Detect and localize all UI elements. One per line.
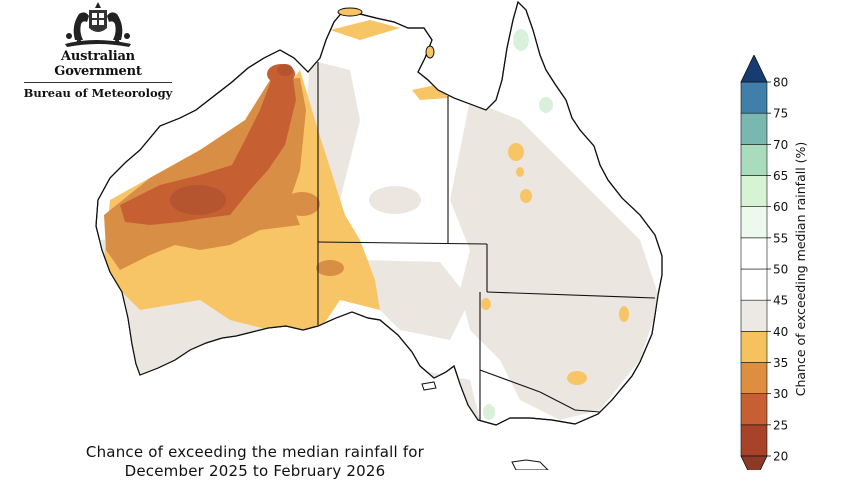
colorbar-segment-40-45 bbox=[740, 299, 768, 332]
colorbar-tick-label: 20 bbox=[773, 450, 788, 464]
kangaroo-island bbox=[421, 381, 437, 391]
colorbar-segment-20-25 bbox=[740, 424, 768, 457]
colorbar-tick-label: 55 bbox=[773, 231, 788, 245]
colorbar-tick-label: 65 bbox=[773, 169, 788, 183]
coat-of-arms-icon bbox=[65, 2, 131, 47]
colorbar-segments bbox=[740, 81, 768, 457]
colorbar-segment-50-55 bbox=[740, 237, 768, 270]
caption-line-2: December 2025 to February 2026 bbox=[124, 462, 386, 480]
colorbar-segment-65-70 bbox=[740, 144, 768, 176]
state-borders bbox=[317, 62, 656, 420]
government-name: Australian Government bbox=[54, 49, 142, 79]
government-logo: Australian Government Bureau of Meteorol… bbox=[18, 0, 178, 100]
tasmania-outline bbox=[511, 459, 549, 470]
caption-line-1: Chance of exceeding the median rainfall … bbox=[85, 443, 425, 461]
australia-rainfall-map bbox=[95, 0, 663, 470]
colorbar-tick-label: 45 bbox=[773, 294, 788, 308]
colorbar-segment-60-65 bbox=[740, 175, 768, 207]
colorbar-ticks: 20 25 30 35 40 45 50 55 60 65 70 75 80 bbox=[767, 76, 788, 464]
colorbar-segment-35-40 bbox=[740, 331, 768, 363]
groote-eylandt bbox=[425, 45, 435, 59]
melville-island bbox=[337, 7, 363, 17]
colorbar-tick-label: 25 bbox=[773, 418, 788, 432]
colorbar-segment-70-75 bbox=[740, 112, 768, 145]
colorbar-label: Chance of exceeding median rainfall (%) bbox=[793, 142, 808, 397]
bureau-name: Bureau of Meteorology bbox=[23, 86, 173, 100]
colorbar-under-arrow bbox=[740, 455, 768, 470]
colorbar-tick-label: 50 bbox=[773, 263, 788, 277]
map-caption: Chance of exceeding the median rainfall … bbox=[40, 443, 470, 481]
colorbar-tick-label: 40 bbox=[773, 325, 788, 339]
colorbar-tick-label: 80 bbox=[773, 76, 788, 90]
colorbar-segment-25-30 bbox=[740, 393, 768, 426]
colorbar-legend: 20 25 30 35 40 45 50 55 60 65 70 75 80 Chance of exc… bbox=[740, 55, 808, 470]
colorbar-tick-label: 75 bbox=[773, 107, 788, 121]
colorbar-segment-45-50 bbox=[740, 268, 768, 301]
logo-divider bbox=[24, 82, 172, 83]
colorbar-tick-label: 70 bbox=[773, 138, 788, 152]
colorbar-tick-label: 60 bbox=[773, 200, 788, 214]
colorbar-segment-30-35 bbox=[740, 362, 768, 394]
colorbar-tick-label: 30 bbox=[773, 387, 788, 401]
colorbar-over-arrow bbox=[740, 55, 768, 83]
colorbar-segment-55-60 bbox=[740, 206, 768, 239]
colorbar-segment-75-80 bbox=[740, 81, 768, 114]
colorbar-tick-label: 35 bbox=[773, 356, 788, 370]
